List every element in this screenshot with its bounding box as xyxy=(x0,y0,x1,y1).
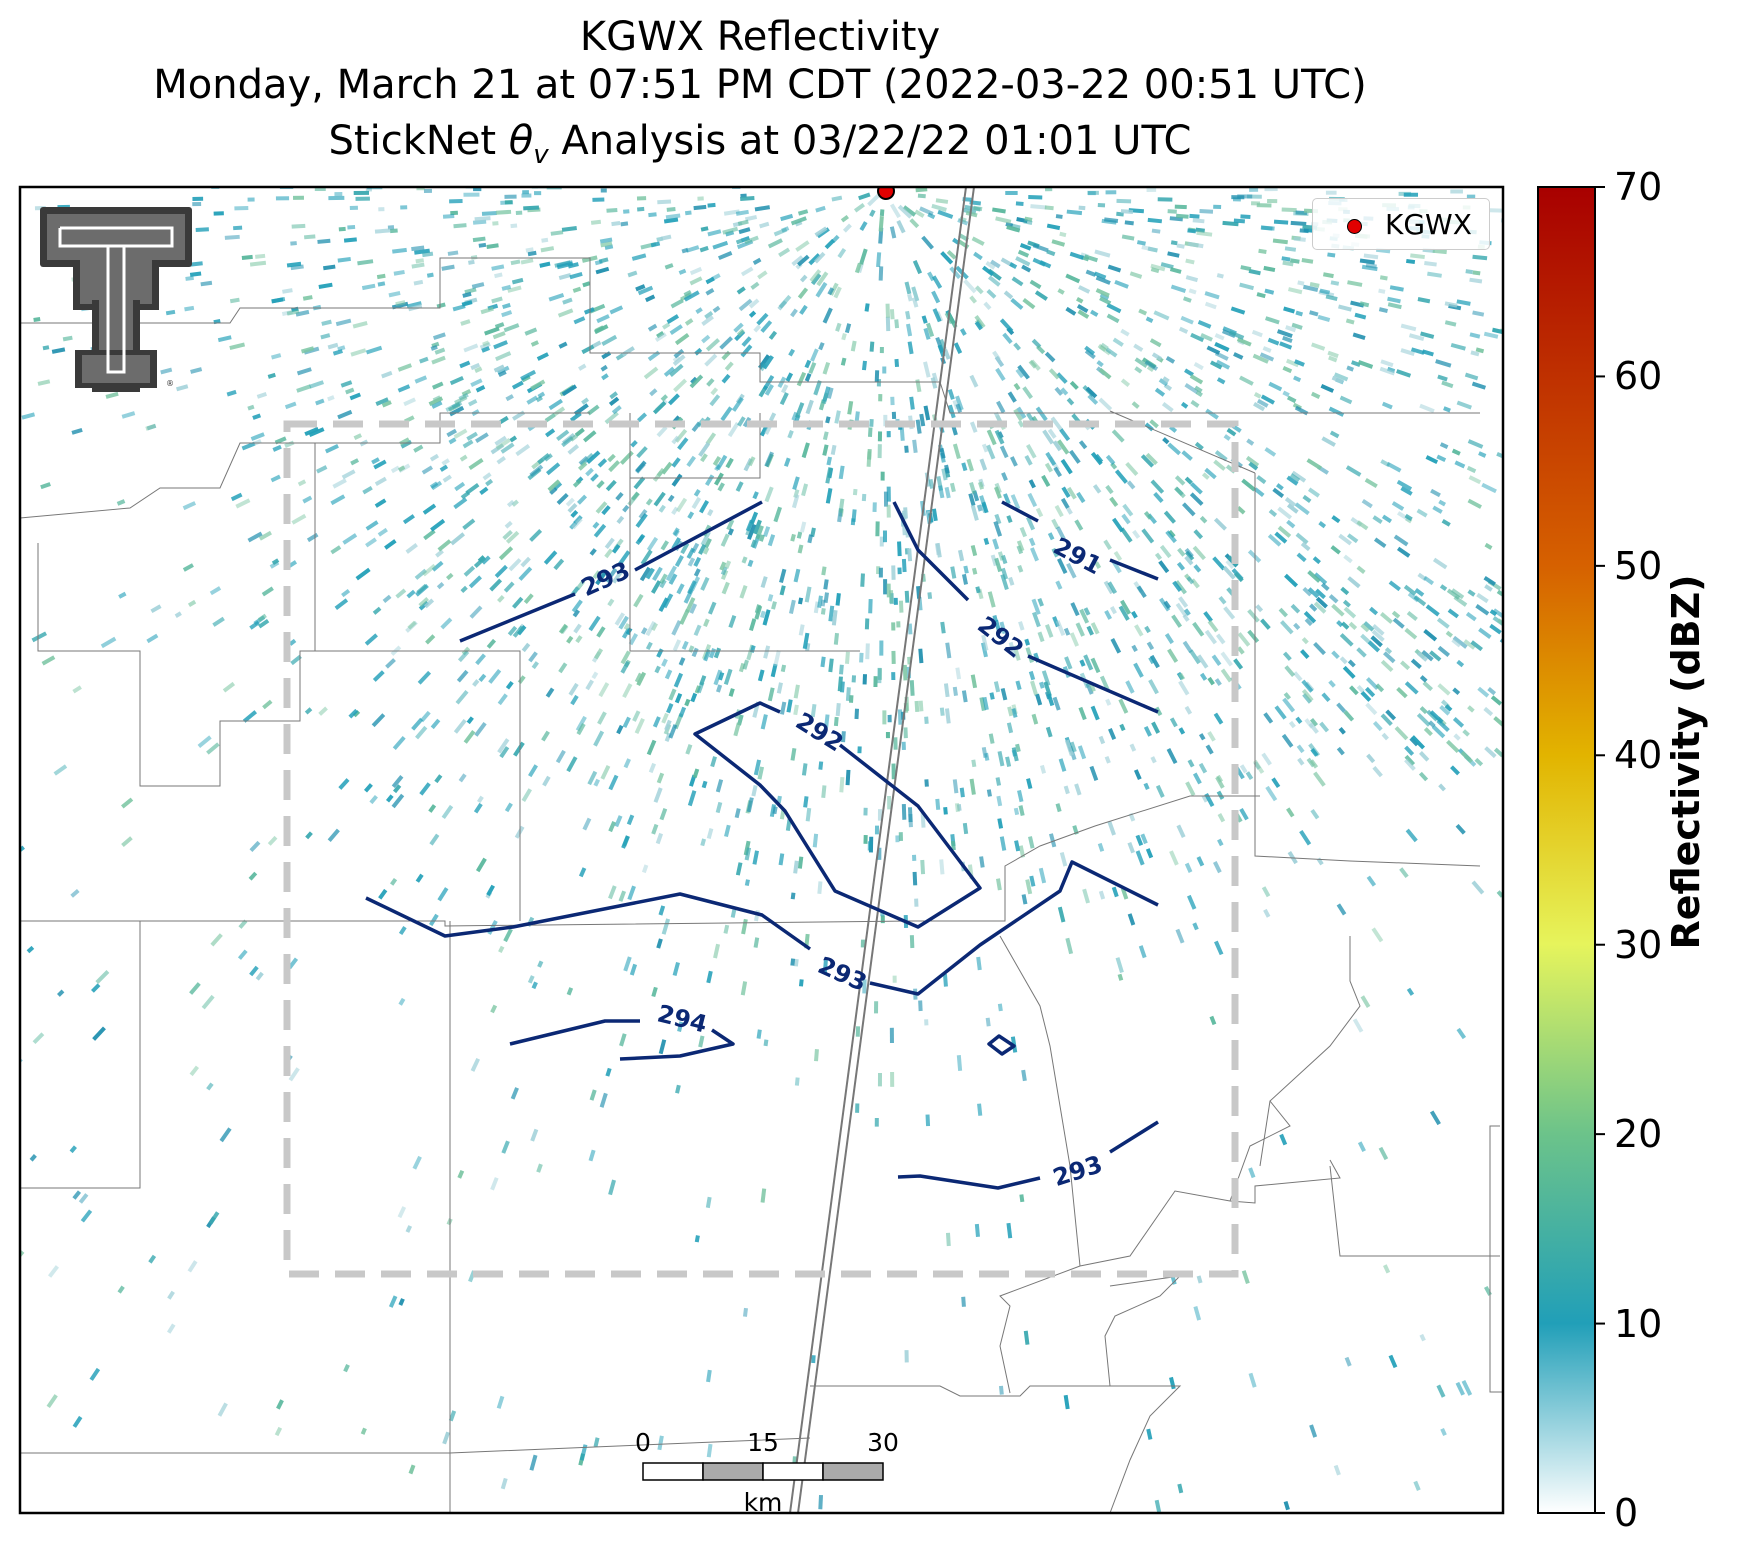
scale-tick-0: 0 xyxy=(635,1428,651,1457)
contour-294 xyxy=(509,1019,640,1046)
colorbar-tick-label: 70 xyxy=(1614,165,1663,209)
analysis-prefix: StickNet xyxy=(328,118,509,164)
colorbar-tick-label: 10 xyxy=(1614,1301,1663,1346)
colorbar-tick-label: 40 xyxy=(1614,733,1663,778)
contour-293-southeast xyxy=(897,1174,1041,1190)
colorbar xyxy=(1537,186,1605,1514)
figure-subtitle-analysis: StickNet θv Analysis at 03/22/22 01:01 U… xyxy=(0,118,1520,170)
contour-label: 292 xyxy=(972,611,1029,664)
theta-subscript: v xyxy=(533,140,549,170)
map-legend: KGWX xyxy=(1312,198,1490,250)
contour-label: 294 xyxy=(655,999,710,1038)
figure-subtitle-time: Monday, March 21 at 07:51 PM CDT (2022-0… xyxy=(153,62,1367,108)
ttu-logo: ® xyxy=(40,207,192,392)
figure-title: KGWX Reflectivity xyxy=(579,14,941,60)
theta-v-contours xyxy=(365,500,1159,1190)
contour-labels: 293 291 292 292 293 294 293 xyxy=(577,532,1106,1192)
legend-marker xyxy=(1347,219,1362,234)
colorbar-tick-label: 30 xyxy=(1614,922,1663,967)
highway-lines xyxy=(789,187,975,1513)
map-border xyxy=(18,185,1505,1515)
contour-label: 291 xyxy=(1049,532,1106,580)
contour-label: 293 xyxy=(814,951,871,997)
scale-tick-30: 30 xyxy=(867,1428,899,1457)
colorbar-label: Reflectivity (dBZ) xyxy=(1664,574,1708,950)
scale-tick-15: 15 xyxy=(747,1428,779,1457)
legend-label: KGWX xyxy=(1385,208,1472,241)
theta-symbol: θ xyxy=(508,118,534,164)
colorbar-tick-label: 50 xyxy=(1614,543,1663,588)
contour-label: 293 xyxy=(1050,1150,1106,1192)
scale-unit: km xyxy=(743,1488,783,1517)
radar-site-marker xyxy=(877,187,895,200)
county-boundaries xyxy=(20,257,1503,1513)
scale-bar xyxy=(642,1462,884,1481)
colorbar-tick-label: 60 xyxy=(1614,354,1663,399)
contour-292-closed xyxy=(693,701,982,929)
contour-293-south xyxy=(365,892,812,951)
analysis-suffix: Analysis at 03/22/22 01:01 UTC xyxy=(548,118,1192,164)
contour-small-loop xyxy=(987,1034,1016,1056)
reflectivity-echoes xyxy=(20,187,1503,1513)
contour-label: 293 xyxy=(577,556,634,602)
colorbar-tick-label: 20 xyxy=(1614,1112,1663,1157)
contour-291 xyxy=(1001,500,1039,523)
colorbar-tick-label: 0 xyxy=(1614,1491,1639,1535)
svg-text:®: ® xyxy=(166,379,174,388)
contour-292-east xyxy=(892,501,970,602)
analysis-domain-box xyxy=(283,420,1239,1278)
contour-293-north xyxy=(459,592,576,643)
